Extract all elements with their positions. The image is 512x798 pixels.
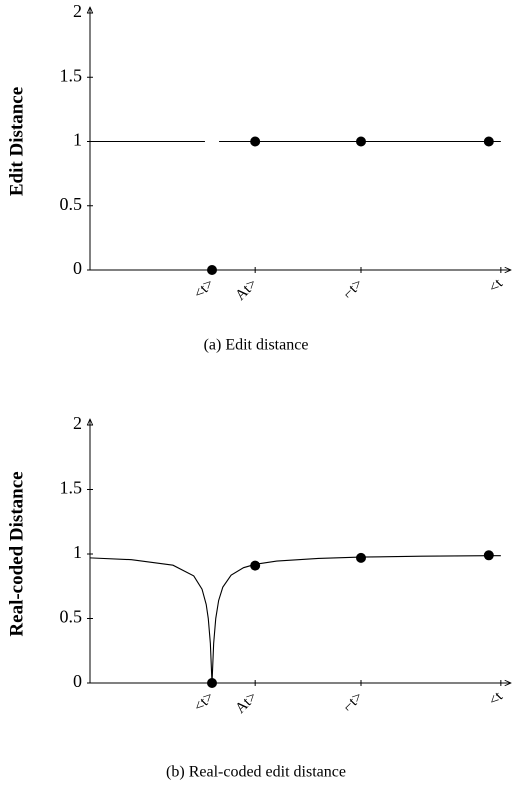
x-tick-label: ⌐t> [340,689,366,715]
data-point [483,136,494,147]
y-tick-label: 0 [73,258,82,278]
x-tick-label: ⌐t> [340,276,366,302]
data-point [355,136,366,147]
y-axis-label: Edit Distance [6,87,27,196]
y-axis-label: Real-coded Distance [6,471,27,636]
data-point [207,678,218,688]
y-tick-label: 2 [73,1,82,21]
y-tick-label: 0 [73,671,82,691]
data-line [89,555,501,684]
data-point [207,265,218,275]
data-point [483,550,494,561]
y-tick-label: 0.5 [60,607,83,627]
x-tick-label: <t [486,275,507,296]
caption: (b) Real-coded edit distance [166,764,346,781]
x-tick-label: <t [486,688,507,709]
x-tick-label: <t> [191,276,217,302]
y-tick-label: 1 [73,542,82,562]
x-tick-label: At> [233,689,261,717]
x-tick-label: At> [233,276,261,304]
data-point [355,552,366,563]
y-tick-label: 1.5 [60,65,83,85]
y-tick-label: 0.5 [60,194,83,214]
data-point [250,136,261,147]
y-tick-label: 1 [73,130,82,150]
x-tick-label: <t> [191,689,217,715]
data-point [250,560,261,571]
caption: (a) Edit distance [204,337,309,354]
y-tick-label: 1.5 [60,478,83,498]
y-tick-label: 2 [73,413,82,433]
